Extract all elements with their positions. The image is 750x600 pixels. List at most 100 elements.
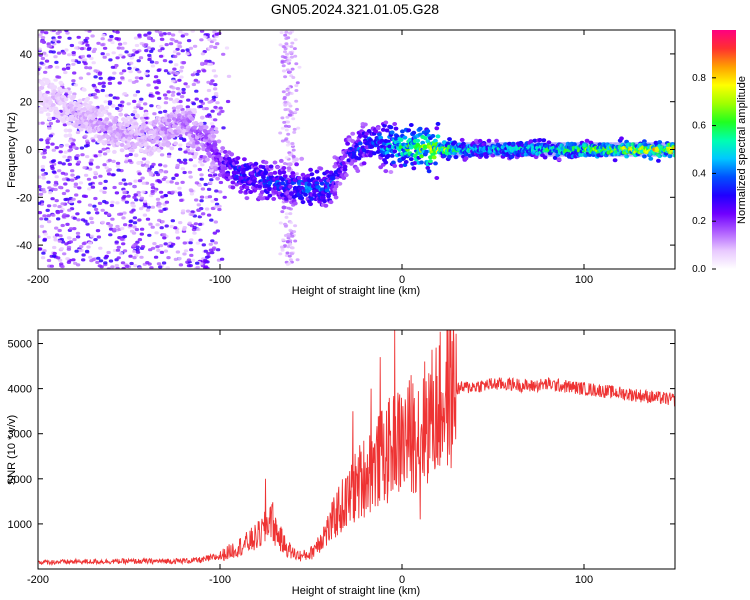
spectrogram-cell: [180, 180, 185, 184]
spectrogram-cell: [389, 153, 395, 158]
spectrogram-cell: [135, 248, 140, 252]
spectrogram-cell: [163, 249, 169, 253]
spectrogram-cell: [99, 125, 105, 130]
spectrogram-cell: [196, 203, 201, 207]
spectrogram-cell: [87, 167, 93, 171]
spectrogram-cell: [188, 188, 194, 192]
spectrogram-cell: [38, 201, 42, 205]
spectrogram-cell: [182, 128, 187, 133]
spectrogram-cell: [45, 79, 51, 84]
spectrogram-cell: [288, 31, 292, 35]
spectrogram-cell: [98, 174, 103, 178]
spectrogram-cell: [220, 146, 226, 151]
spectrogram-cell: [101, 33, 106, 37]
spectrogram-cell: [324, 181, 330, 186]
spectrogram-cell: [53, 238, 58, 242]
spectrogram-cell: [425, 139, 431, 144]
spectrogram-cell: [291, 155, 296, 159]
spectrogram-cell: [175, 108, 181, 113]
spectrogram-cell: [214, 148, 219, 153]
spectrogram-cell: [79, 146, 85, 150]
spectrogram-cell: [186, 98, 191, 102]
spectrogram-cell: [107, 38, 113, 42]
spectrogram-cell: [140, 176, 145, 180]
spectrogram-cell: [453, 155, 459, 160]
spectrogram-cell: [50, 159, 56, 163]
spectrogram-cell: [324, 169, 330, 174]
spectrogram-cell: [121, 266, 126, 269]
spectrogram-cell: [69, 43, 75, 48]
spectrogram-cell: [149, 104, 154, 108]
spectrogram-cell: [159, 37, 165, 41]
spectrogram-cell: [145, 261, 150, 265]
spectrogram-cell: [40, 36, 46, 40]
spectrogram-cell: [108, 93, 113, 97]
spectrogram-cell: [118, 53, 123, 57]
spectrogram-cell: [213, 83, 218, 87]
y-tick-label: 20: [20, 97, 32, 109]
spectrogram-cell: [97, 201, 103, 205]
spectrogram-cell: [171, 79, 176, 83]
spectrogram-cell: [176, 52, 181, 56]
spectrogram-cell: [108, 122, 113, 127]
spectrogram-cell: [145, 69, 150, 73]
spectrogram-cell: [65, 158, 70, 162]
spectrogram-cell: [552, 155, 558, 160]
spectrogram-cell: [425, 129, 431, 134]
spectrogram-cell: [178, 221, 183, 225]
spectrogram-cell: [115, 141, 121, 146]
spectrogram-cell: [648, 146, 651, 153]
spectrogram-cell: [557, 146, 560, 153]
spectrogram-cell: [435, 134, 441, 139]
spectrogram-cell: [209, 178, 214, 182]
spectrogram-cell: [463, 156, 469, 161]
spectrogram-cell: [286, 245, 291, 249]
spectrogram-cell: [105, 149, 111, 153]
spectrogram-cell: [145, 160, 151, 165]
spectrogram-cell: [48, 191, 53, 195]
spectrogram-cell: [531, 146, 533, 153]
spectrogram-cell: [235, 156, 241, 161]
spectrogram-cell: [287, 242, 292, 246]
spectrogram-cell: [59, 209, 64, 213]
spectrogram-cell: [267, 180, 273, 185]
spectrogram-cell: [383, 160, 389, 165]
spectrogram-cell: [171, 86, 176, 90]
spectrogram-cell: [603, 146, 606, 153]
spectrogram-cell: [110, 65, 116, 69]
spectrogram-cell: [384, 128, 390, 133]
spectrogram-cell: [141, 122, 147, 127]
spectrogram-cell: [285, 115, 290, 119]
spectrogram-cell: [138, 148, 144, 153]
spectrogram-cell: [74, 46, 79, 50]
spectrogram-cell: [158, 54, 164, 58]
spectrogram-cell: [93, 154, 99, 158]
spectrogram-cell: [224, 154, 230, 158]
spectrogram-cell: [70, 178, 75, 182]
spectrogram-cell: [56, 40, 61, 44]
spectrogram-cell: [71, 79, 76, 83]
spectrogram-cell: [486, 138, 492, 143]
spectrogram-cell: [46, 214, 51, 218]
spectrogram-cell: [281, 238, 286, 242]
spectrogram-cell: [135, 250, 141, 254]
spectrogram-cell: [117, 103, 123, 107]
spectrogram-cell: [388, 125, 394, 130]
spectrogram-cell: [169, 146, 175, 151]
spectrogram-cell: [76, 60, 82, 64]
spectrogram-cell: [67, 149, 72, 153]
spectrogram-cell: [284, 254, 289, 257]
spectrogram-cell: [87, 187, 92, 191]
spectrogram-cell: [272, 160, 278, 165]
spectrogram-cell: [155, 91, 160, 95]
spectrogram-cell: [210, 79, 215, 83]
spectrogram-cell: [163, 118, 168, 123]
spectrogram-cell: [182, 170, 187, 175]
spectrogram-cell: [206, 187, 212, 191]
spectrogram-cell: [162, 233, 167, 237]
spectrogram-cell: [230, 180, 236, 185]
spectrogram-cell: [198, 121, 204, 126]
spectrogram-cell: [143, 203, 148, 208]
spectrogram-cell: [159, 153, 165, 157]
spectrogram-cell: [59, 247, 64, 251]
